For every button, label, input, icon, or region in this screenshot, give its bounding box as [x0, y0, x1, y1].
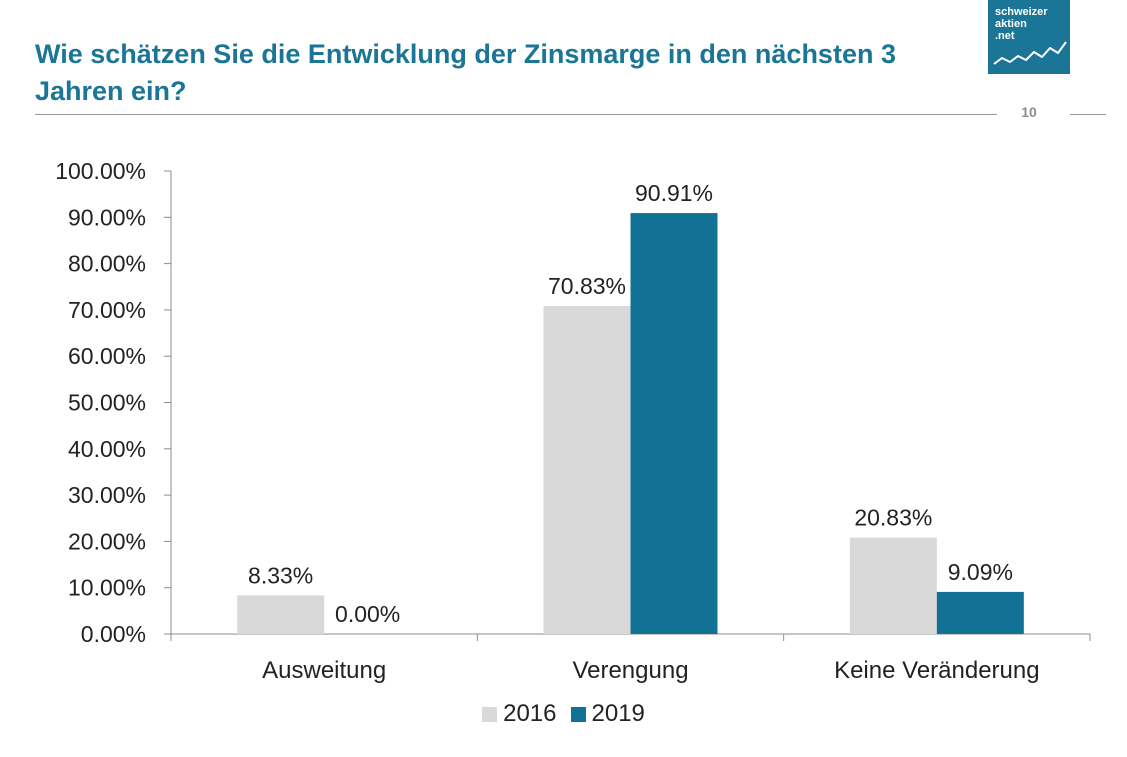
bar-chart: 0.00% 10.00% 20.00% 30.00% 40.00% 50.00% 60.00… — [55, 158, 1091, 684]
y-tick-label: 30.00% — [68, 482, 146, 508]
y-tick-label: 70.00% — [68, 297, 146, 323]
data-label-2016-2: 70.83% — [548, 273, 626, 299]
y-tick-label: 40.00% — [68, 436, 146, 462]
legend-label-2016: 2016 — [503, 700, 557, 727]
data-label-2016-3: 20.83% — [854, 505, 932, 531]
y-tick-label: 80.00% — [68, 251, 146, 277]
brand-logo: schweizer aktien .net — [988, 0, 1070, 74]
bar-2016-2 — [543, 306, 631, 634]
legend-swatch-2016 — [482, 706, 498, 722]
stock-trend-icon — [993, 41, 1067, 65]
bar-2019-3 — [936, 591, 1024, 634]
x-category-label: Verengung — [572, 657, 688, 684]
y-tick-label: 0.00% — [81, 621, 146, 647]
x-category-label: Ausweitung — [262, 657, 386, 684]
bar-2016-1 — [237, 595, 325, 634]
bar-2019-2 — [630, 213, 718, 634]
bar-2016-3 — [849, 537, 937, 634]
y-tick-label: 50.00% — [68, 390, 146, 416]
logo-text-line-2: aktien — [995, 18, 1027, 30]
legend-item-2019: 2019 — [570, 700, 645, 728]
logo-text-line-1: schweizer — [995, 6, 1048, 18]
page-title: Wie schätzen Sie die Entwicklung der Zin… — [35, 39, 896, 106]
data-label-2019-3: 9.09% — [948, 559, 1013, 585]
y-tick-label: 10.00% — [68, 575, 146, 601]
page-number: 10 — [1021, 104, 1037, 120]
logo-text-line-3: .net — [995, 30, 1015, 42]
data-label-2019-1: 0.00% — [335, 601, 400, 627]
data-label-2016-1: 8.33% — [248, 562, 313, 588]
legend-swatch-2019 — [570, 706, 586, 722]
y-tick-label: 20.00% — [68, 528, 146, 554]
x-category-label: Keine Veränderung — [834, 657, 1040, 684]
legend-label-2019: 2019 — [591, 700, 645, 727]
legend-item-2016: 2016 — [482, 700, 557, 728]
page-number-divider — [1070, 114, 1106, 115]
chart-legend: 2016 2019 — [0, 700, 1127, 728]
title-divider — [35, 114, 997, 115]
y-tick-label: 60.00% — [68, 343, 146, 369]
y-tick-label: 90.00% — [68, 204, 146, 230]
data-label-2019-2: 90.91% — [635, 180, 713, 206]
y-tick-label: 100.00% — [55, 158, 146, 184]
